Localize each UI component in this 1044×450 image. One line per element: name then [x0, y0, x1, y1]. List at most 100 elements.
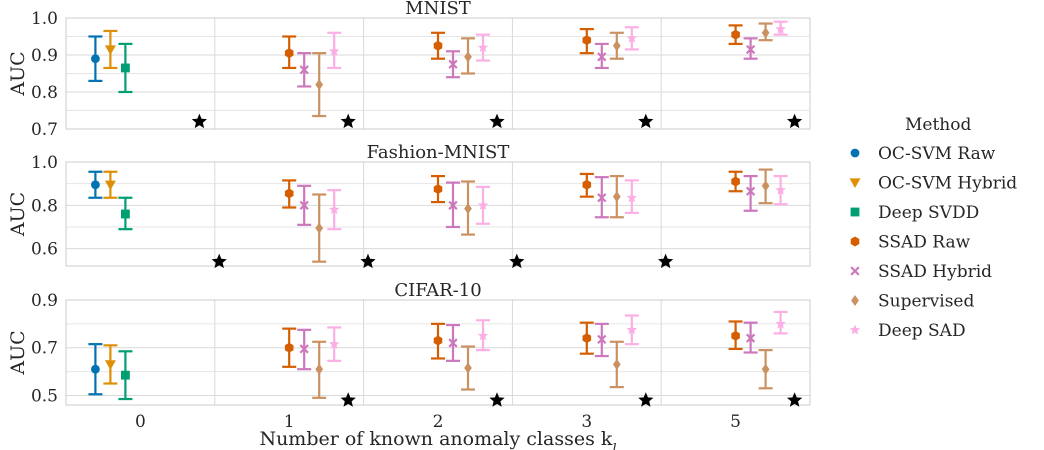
data-point	[91, 364, 100, 374]
x-tick-label: 2	[433, 412, 444, 432]
series-oc-svm-raw	[88, 35, 103, 83]
legend-label: Deep SAD	[878, 321, 966, 341]
data-point-stroke-b	[597, 52, 607, 62]
data-point	[328, 204, 340, 215]
series-supervised	[312, 340, 773, 399]
data-point	[104, 360, 116, 370]
data-point-stroke-b	[448, 59, 458, 69]
x-axis-label-main: Number of known anomaly classes k	[259, 428, 612, 450]
data-point	[91, 54, 100, 64]
data-point	[315, 363, 324, 375]
legend-item-ssad-hybrid: SSAD Hybrid	[850, 262, 992, 282]
data-point	[104, 180, 116, 191]
best-method-star	[786, 392, 803, 407]
data-point-stroke-b	[299, 344, 309, 354]
data-point	[284, 48, 294, 59]
y-tick-label: 1.0	[31, 9, 58, 29]
data-point-stroke-b	[299, 65, 309, 75]
panel-frame	[65, 299, 811, 406]
best-method-star	[489, 392, 505, 407]
series-oc-svm-raw	[88, 170, 103, 199]
data-point	[464, 51, 472, 63]
legend-marker	[849, 324, 861, 335]
series-deep-sad	[327, 310, 788, 362]
x-tick-label: 5	[730, 412, 741, 432]
series-oc-svm-hybrid	[103, 344, 118, 385]
data-point	[315, 79, 324, 91]
panel-frame	[65, 17, 811, 130]
panel-mnist: 0.7 0.8 0.9 1.0 MNIST AUC	[7, 0, 811, 140]
legend-label: Supervised	[878, 292, 974, 312]
data-point	[328, 338, 340, 349]
data-point	[91, 180, 100, 190]
best-method-star	[191, 113, 208, 129]
best-method-star	[340, 113, 356, 129]
data-point	[582, 333, 592, 344]
y-axis-label: AUC	[7, 330, 29, 375]
data-point	[761, 363, 770, 375]
data-point	[626, 32, 638, 43]
data-point	[464, 203, 472, 215]
data-point	[284, 188, 294, 199]
data-point	[582, 35, 592, 46]
panel-title: Fashion-MNIST	[367, 142, 510, 163]
data-point	[104, 45, 116, 55]
series-ssad-raw	[282, 320, 743, 368]
y-tick-label: 0.5	[31, 386, 58, 406]
best-method-star	[786, 113, 803, 129]
data-point	[448, 338, 458, 348]
data-point	[775, 318, 786, 329]
legend-item-oc-svm-hybrid: OC-SVM Hybrid	[849, 174, 1017, 194]
data-point	[448, 59, 458, 69]
data-point	[448, 200, 458, 210]
data-point	[299, 200, 309, 210]
data-point	[731, 29, 740, 40]
legend-item-supervised: Supervised	[851, 292, 974, 312]
x-axis: 0 1 2 3 5 Number of known anomaly classes kl	[135, 412, 741, 450]
best-method-star	[638, 392, 654, 407]
best-method-star	[489, 113, 505, 129]
data-point	[731, 330, 740, 341]
y-tick-label: 1.0	[31, 153, 58, 173]
series-ssad-raw	[282, 24, 743, 70]
best-method-star	[340, 392, 356, 407]
data-point-stroke-b	[597, 334, 607, 345]
data-point-stroke-b	[597, 193, 607, 203]
x-tick-label: 1	[284, 412, 295, 432]
legend-marker	[850, 148, 860, 158]
series-ssad-hybrid	[297, 174, 758, 229]
data-point	[477, 42, 489, 53]
data-point	[464, 362, 472, 374]
legend-marker	[849, 178, 861, 188]
series-oc-svm-raw	[88, 343, 103, 396]
best-method-star	[211, 253, 227, 269]
legend-item-oc-svm-raw: OC-SVM Raw	[850, 144, 996, 164]
data-point	[745, 186, 756, 196]
legend-item-ssad-raw: SSAD Raw	[850, 233, 971, 253]
data-point	[477, 199, 489, 210]
data-point	[433, 184, 443, 195]
legend-title: Method	[905, 115, 971, 135]
data-point	[328, 45, 340, 56]
panel-fashion-mnist: 0.6 0.8 1.0 Fashion-MNIST AUC	[7, 142, 811, 269]
x-axis-label-subscript: l	[612, 442, 616, 450]
series-deep-sad	[327, 20, 788, 70]
data-point	[612, 358, 621, 370]
data-point	[612, 40, 621, 52]
legend-marker	[851, 295, 859, 306]
data-point	[121, 370, 130, 380]
data-point	[612, 191, 621, 203]
x-axis-label: Number of known anomaly classes kl	[259, 428, 616, 450]
series-deep-svdd	[118, 196, 133, 231]
legend-item-deep-svdd: Deep SVDD	[850, 203, 979, 223]
y-axis-label: AUC	[7, 51, 29, 96]
series-supervised	[312, 22, 773, 118]
legend-marker	[850, 236, 860, 247]
data-point	[745, 44, 756, 55]
data-point	[597, 52, 607, 62]
series-ssad-raw	[282, 170, 743, 209]
data-point-stroke-b	[745, 333, 756, 343]
best-method-star	[638, 113, 654, 129]
